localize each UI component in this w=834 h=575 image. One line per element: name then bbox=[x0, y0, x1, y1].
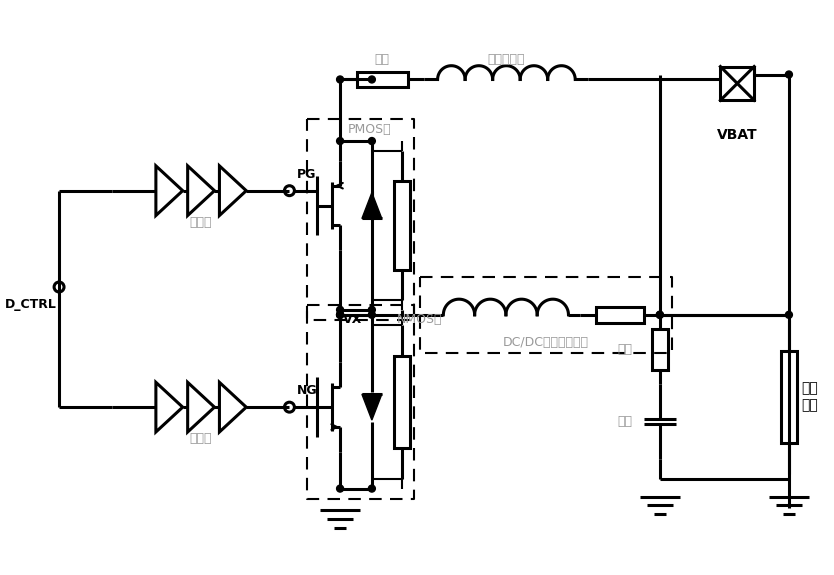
Circle shape bbox=[786, 311, 792, 319]
Circle shape bbox=[369, 311, 375, 319]
Text: 缓冲器: 缓冲器 bbox=[190, 432, 213, 446]
Bar bbox=[781, 351, 796, 443]
Text: 电容: 电容 bbox=[617, 415, 632, 428]
Circle shape bbox=[369, 137, 375, 144]
Circle shape bbox=[656, 311, 663, 319]
Text: D_CTRL: D_CTRL bbox=[5, 298, 58, 312]
Text: NMOS管: NMOS管 bbox=[397, 313, 442, 326]
Circle shape bbox=[369, 485, 375, 492]
Text: VBAT: VBAT bbox=[717, 128, 757, 142]
Circle shape bbox=[369, 76, 375, 83]
Circle shape bbox=[656, 311, 663, 319]
Polygon shape bbox=[362, 394, 382, 420]
Polygon shape bbox=[362, 193, 382, 218]
Text: 电阻: 电阻 bbox=[374, 53, 389, 66]
Text: PG: PG bbox=[296, 168, 316, 181]
Text: 电阻: 电阻 bbox=[617, 343, 632, 356]
Circle shape bbox=[337, 311, 344, 319]
Bar bbox=[596, 307, 644, 323]
Text: 邦定线电感: 邦定线电感 bbox=[487, 53, 525, 66]
Bar bbox=[721, 67, 754, 100]
Circle shape bbox=[337, 76, 344, 83]
Bar bbox=[357, 71, 408, 87]
Circle shape bbox=[337, 306, 344, 313]
Circle shape bbox=[786, 71, 792, 78]
Bar bbox=[394, 355, 409, 448]
Text: DC/DC变换工作电感: DC/DC变换工作电感 bbox=[503, 336, 589, 349]
Text: NG: NG bbox=[296, 384, 317, 397]
Circle shape bbox=[337, 311, 344, 319]
Circle shape bbox=[337, 311, 344, 319]
Text: 缓冲器: 缓冲器 bbox=[190, 216, 213, 229]
Circle shape bbox=[337, 485, 344, 492]
Text: PMOS管: PMOS管 bbox=[348, 122, 392, 136]
Bar bbox=[394, 181, 409, 270]
Bar bbox=[652, 329, 668, 370]
Circle shape bbox=[337, 137, 344, 144]
Circle shape bbox=[369, 306, 375, 313]
Text: 负载
电阻: 负载 电阻 bbox=[801, 382, 817, 412]
Text: VX: VX bbox=[343, 313, 362, 326]
